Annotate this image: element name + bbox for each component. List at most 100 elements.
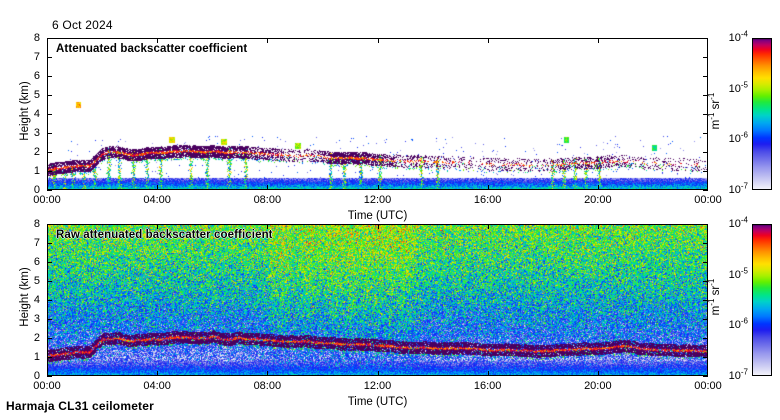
y-tick-mark-panel-2 (47, 243, 52, 244)
y-tick-mark-panel-1 (47, 38, 52, 39)
x-tick-mark-top-panel-2 (157, 224, 158, 229)
y-tick-mark-panel-1 (47, 76, 52, 77)
x-tick-mark-top-panel-2 (488, 224, 489, 229)
y-tick-mark-right-panel-2 (703, 300, 708, 301)
x-tick-label-panel-1: 20:00 (584, 194, 612, 206)
x-tick-mark-top-panel-1 (378, 38, 379, 43)
y-tick-label-panel-1: 7 (33, 51, 40, 63)
colorbar-title-panel-2: m-1 sr-1 (707, 278, 722, 316)
colorbar-tick-label-panel-1: 10-5 (728, 80, 748, 95)
y-tick-mark-panel-2 (47, 338, 52, 339)
y-tick-mark-right-panel-1 (703, 95, 708, 96)
y-tick-label-panel-1: 3 (33, 127, 40, 139)
x-tick-label-panel-1: 12:00 (363, 194, 392, 206)
y-tick-label-panel-1: 2 (33, 146, 40, 158)
y-tick-mark-right-panel-2 (703, 319, 708, 320)
x-tick-mark-top-panel-1 (157, 38, 158, 43)
x-tick-mark-top-panel-2 (267, 224, 268, 229)
y-tick-mark-right-panel-2 (703, 224, 708, 225)
y-tick-mark-right-panel-1 (703, 152, 708, 153)
y-tick-mark-right-panel-2 (703, 262, 708, 263)
x-tick-mark-panel-1 (378, 185, 379, 190)
y-tick-mark-panel-2 (47, 224, 52, 225)
y-tick-mark-right-panel-1 (703, 114, 708, 115)
y-tick-label-panel-2: 6 (33, 256, 40, 268)
x-tick-mark-top-panel-2 (378, 224, 379, 229)
figure-date-title: 6 Oct 2024 (52, 18, 113, 32)
y-tick-mark-panel-1 (47, 190, 52, 191)
y-tick-label-panel-1: 8 (33, 32, 40, 44)
x-tick-mark-panel-2 (267, 371, 268, 376)
y-tick-mark-panel-2 (47, 262, 52, 263)
colorbar-tick-label-panel-2: 10-6 (728, 316, 748, 332)
y-tick-label-panel-2: 4 (33, 294, 40, 306)
x-tick-mark-panel-1 (598, 185, 599, 190)
y-tick-mark-panel-2 (47, 376, 52, 377)
x-tick-mark-panel-1 (157, 185, 158, 190)
y-tick-mark-right-panel-2 (703, 281, 708, 282)
x-tick-label-panel-2: 20:00 (584, 380, 612, 392)
y-tick-mark-panel-2 (47, 281, 52, 282)
y-tick-mark-right-panel-1 (703, 57, 708, 58)
panel-2-label: Raw attenuated backscatter coefficient (56, 229, 273, 241)
x-tick-mark-top-panel-1 (488, 38, 489, 43)
x-tick-label-panel-1: 16:00 (473, 194, 502, 206)
y-tick-label-panel-2: 5 (33, 275, 40, 287)
x-tick-mark-top-panel-2 (598, 224, 599, 229)
colorbar-tick-label-panel-1: 10-6 (728, 130, 748, 146)
x-tick-label-panel-1: 04:00 (143, 194, 171, 206)
y-tick-mark-panel-1 (47, 133, 52, 134)
x-tick-label-panel-2: 00:00 (694, 380, 722, 392)
colorbar-tick-label-panel-2: 10-5 (728, 266, 748, 281)
y-tick-label-panel-1: 4 (33, 108, 40, 120)
y-axis-title-panel-1: Height (km) (19, 81, 31, 141)
x-tick-mark-top-panel-1 (267, 38, 268, 43)
colorbar-tick-label-panel-2: 10-4 (728, 215, 748, 230)
x-axis-title-panel-2: Time (UTC) (347, 396, 408, 408)
x-tick-mark-panel-2 (157, 371, 158, 376)
y-tick-mark-panel-2 (47, 357, 52, 358)
x-tick-mark-panel-1 (488, 185, 489, 190)
x-tick-label-panel-2: 12:00 (363, 380, 392, 392)
colorbar-title-panel-1: m-1 sr-1 (707, 92, 722, 130)
x-tick-label-panel-2: 16:00 (473, 380, 502, 392)
x-tick-label-panel-2: 04:00 (143, 380, 171, 392)
x-tick-label-panel-1: 08:00 (253, 194, 282, 206)
y-tick-label-panel-1: 6 (33, 70, 40, 82)
x-tick-mark-panel-2 (378, 371, 379, 376)
y-axis-title-panel-2: Height (km) (19, 267, 31, 327)
y-tick-label-panel-2: 7 (33, 237, 40, 249)
x-tick-mark-panel-1 (267, 185, 268, 190)
y-tick-mark-right-panel-1 (703, 190, 708, 191)
x-tick-label-panel-2: 08:00 (253, 380, 282, 392)
colorbar-panel-2 (752, 224, 772, 376)
heatmap-canvas-panel-2 (48, 225, 707, 375)
y-tick-mark-panel-1 (47, 152, 52, 153)
colorbar-tick-label-panel-1: 10-4 (728, 29, 748, 44)
y-tick-mark-right-panel-2 (703, 376, 708, 377)
y-tick-mark-panel-2 (47, 300, 52, 301)
x-tick-mark-panel-2 (488, 371, 489, 376)
y-tick-mark-panel-2 (47, 319, 52, 320)
x-tick-label-panel-1: 00:00 (694, 194, 722, 206)
colorbar-panel-1 (752, 38, 772, 190)
y-tick-mark-right-panel-2 (703, 338, 708, 339)
heatmap-canvas-panel-1 (48, 39, 707, 189)
y-tick-mark-right-panel-1 (703, 76, 708, 77)
y-tick-label-panel-2: 1 (33, 351, 40, 363)
y-tick-mark-panel-1 (47, 114, 52, 115)
y-tick-mark-panel-1 (47, 57, 52, 58)
y-tick-label-panel-1: 1 (33, 165, 40, 177)
plot-area-panel-1[interactable]: Attenuated backscatter coefficient (47, 38, 708, 190)
y-tick-label-panel-2: 2 (33, 332, 40, 344)
y-tick-label-panel-2: 3 (33, 313, 40, 325)
x-tick-label-panel-2: 00:00 (33, 380, 61, 392)
colorbar-tick-label-panel-2: 10-7 (728, 367, 748, 382)
y-tick-mark-panel-1 (47, 95, 52, 96)
x-tick-mark-top-panel-1 (598, 38, 599, 43)
x-tick-mark-panel-2 (598, 371, 599, 376)
y-tick-label-panel-1: 0 (33, 184, 40, 196)
y-tick-mark-right-panel-2 (703, 243, 708, 244)
plot-area-panel-2[interactable]: Raw attenuated backscatter coefficient (47, 224, 708, 376)
